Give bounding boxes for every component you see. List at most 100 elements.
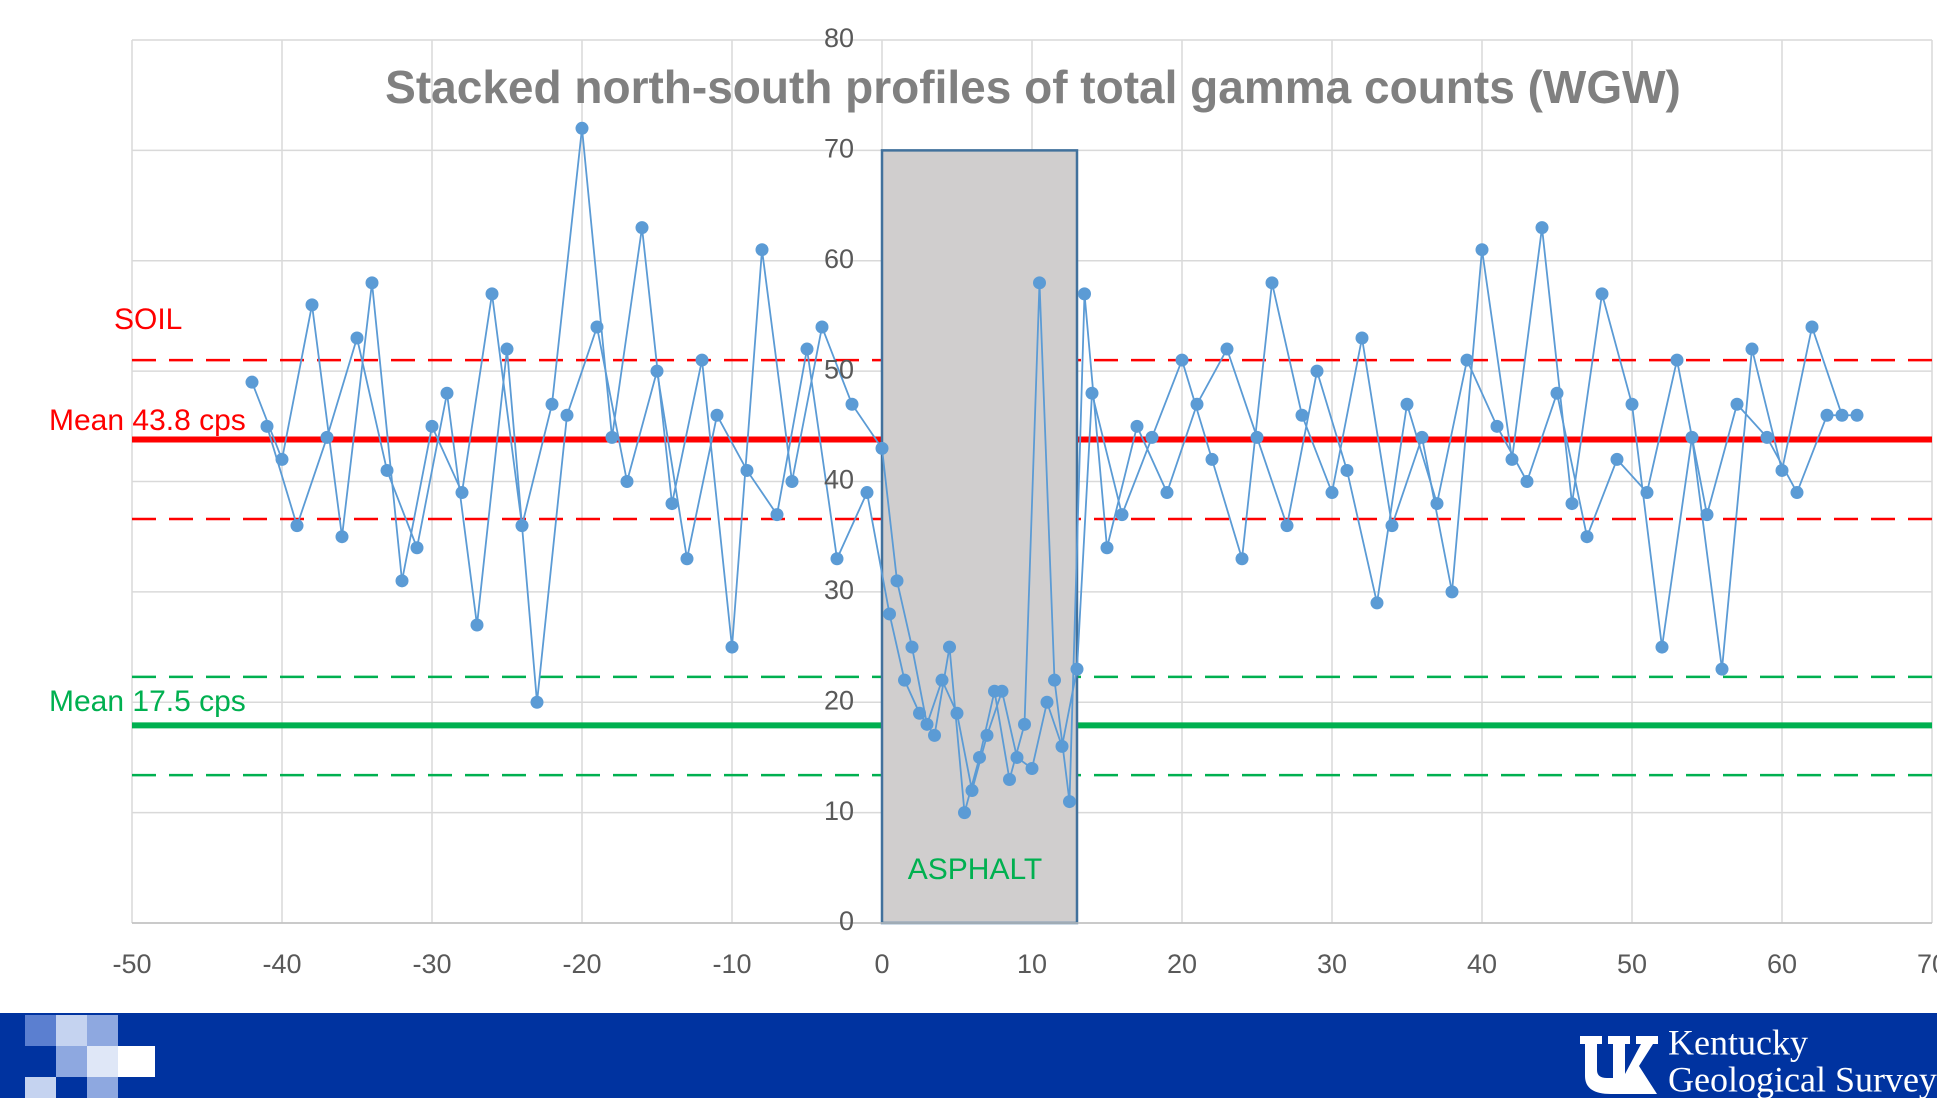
- data-point: [560, 408, 574, 422]
- data-point: [440, 386, 454, 400]
- x-tick-label: -40: [262, 949, 301, 979]
- data-point: [1655, 640, 1669, 654]
- data-point: [395, 574, 409, 588]
- x-tick-label: 60: [1767, 949, 1797, 979]
- data-point: [1775, 463, 1789, 477]
- data-point: [1760, 430, 1774, 444]
- data-point: [1078, 287, 1091, 301]
- annotation: Mean 17.5 cps: [49, 685, 246, 718]
- data-point: [1430, 497, 1444, 511]
- logo-square: [25, 1015, 56, 1046]
- data-point: [980, 728, 994, 742]
- data-point: [1160, 486, 1174, 500]
- footer: Kentucky Geological Survey: [0, 1013, 1937, 1098]
- data-point: [988, 684, 1001, 698]
- data-point: [1670, 353, 1684, 367]
- data-point: [1625, 397, 1639, 411]
- data-point: [1265, 276, 1279, 290]
- data-point: [1490, 419, 1504, 433]
- data-point: [785, 475, 799, 488]
- x-tick-label: 0: [874, 949, 889, 979]
- uk-logo: [1580, 1036, 1658, 1094]
- data-point: [1130, 419, 1144, 433]
- data-point: [1370, 596, 1384, 610]
- y-tick-label: 0: [839, 906, 854, 936]
- data-point: [1220, 342, 1234, 356]
- plot-area: -50 -40 -30 -20 -10 0 10 20 30 40 50 60 70 0 10 20 30 40 5…: [49, 23, 1937, 979]
- data-point: [1018, 717, 1031, 731]
- y-tick-label: 60: [824, 244, 854, 274]
- annotation: SOIL: [114, 303, 182, 336]
- x-tick-label: 50: [1617, 949, 1647, 979]
- logo-square: [87, 1077, 118, 1098]
- data-point: [680, 552, 694, 566]
- y-tick-label: 30: [824, 575, 854, 605]
- logo-square: [118, 1046, 155, 1077]
- data-point: [245, 375, 259, 389]
- data-point: [335, 530, 349, 544]
- data-point: [1565, 497, 1579, 511]
- data-point: [1610, 452, 1624, 466]
- data-point: [620, 475, 634, 488]
- data-point: [815, 320, 829, 334]
- data-point: [1003, 773, 1016, 787]
- data-point: [883, 607, 896, 621]
- y-tick-label: 50: [824, 354, 854, 384]
- data-point: [1535, 221, 1549, 235]
- data-point: [260, 419, 274, 433]
- logo-square: [25, 1077, 56, 1098]
- data-point: [590, 320, 604, 334]
- data-point: [755, 243, 769, 257]
- data-point: [1085, 386, 1099, 400]
- data-point: [890, 574, 904, 588]
- data-point: [770, 508, 784, 522]
- data-point: [290, 519, 304, 533]
- data-point: [1190, 397, 1204, 411]
- chart-title: Stacked north-south profiles of total ga…: [385, 61, 1681, 113]
- data-point: [605, 430, 619, 444]
- data-point: [575, 121, 589, 135]
- logo-square: [87, 1015, 118, 1046]
- data-point: [1250, 430, 1264, 444]
- x-tick-label: 30: [1317, 949, 1347, 979]
- data-point: [380, 463, 394, 477]
- data-point: [1235, 552, 1249, 566]
- data-point: [1115, 508, 1129, 522]
- annotation: ASPHALT: [908, 853, 1043, 886]
- data-point: [1295, 408, 1309, 422]
- data-point: [898, 673, 911, 687]
- logo-text: Kentucky: [1668, 1022, 1808, 1062]
- y-tick-label: 70: [824, 134, 854, 164]
- data-point: [875, 441, 889, 455]
- x-tick-label: 10: [1017, 949, 1047, 979]
- data-point: [725, 640, 739, 654]
- data-point: [1175, 353, 1189, 367]
- y-tick-label: 10: [824, 796, 854, 826]
- data-point: [425, 419, 439, 433]
- data-point: [530, 695, 544, 709]
- y-tick-label: 20: [824, 685, 854, 715]
- data-point: [305, 298, 319, 312]
- data-point: [350, 331, 364, 345]
- x-tick-label: 20: [1167, 949, 1197, 979]
- data-point: [1280, 519, 1294, 533]
- data-point: [1460, 353, 1474, 367]
- logo-square: [56, 1046, 87, 1077]
- logo-square: [56, 1015, 87, 1046]
- data-point: [710, 408, 724, 422]
- data-point: [1595, 287, 1609, 301]
- data-point: [485, 287, 499, 301]
- data-point: [1520, 475, 1534, 488]
- data-point: [1505, 452, 1519, 466]
- data-point: [455, 486, 469, 500]
- data-point: [1340, 463, 1354, 477]
- data-point: [320, 430, 334, 444]
- x-tick-label: -50: [112, 949, 151, 979]
- data-point: [958, 806, 971, 820]
- data-point: [365, 276, 379, 290]
- data-point: [943, 640, 956, 654]
- logo-text: Geological Survey: [1668, 1059, 1937, 1098]
- data-point: [1730, 397, 1744, 411]
